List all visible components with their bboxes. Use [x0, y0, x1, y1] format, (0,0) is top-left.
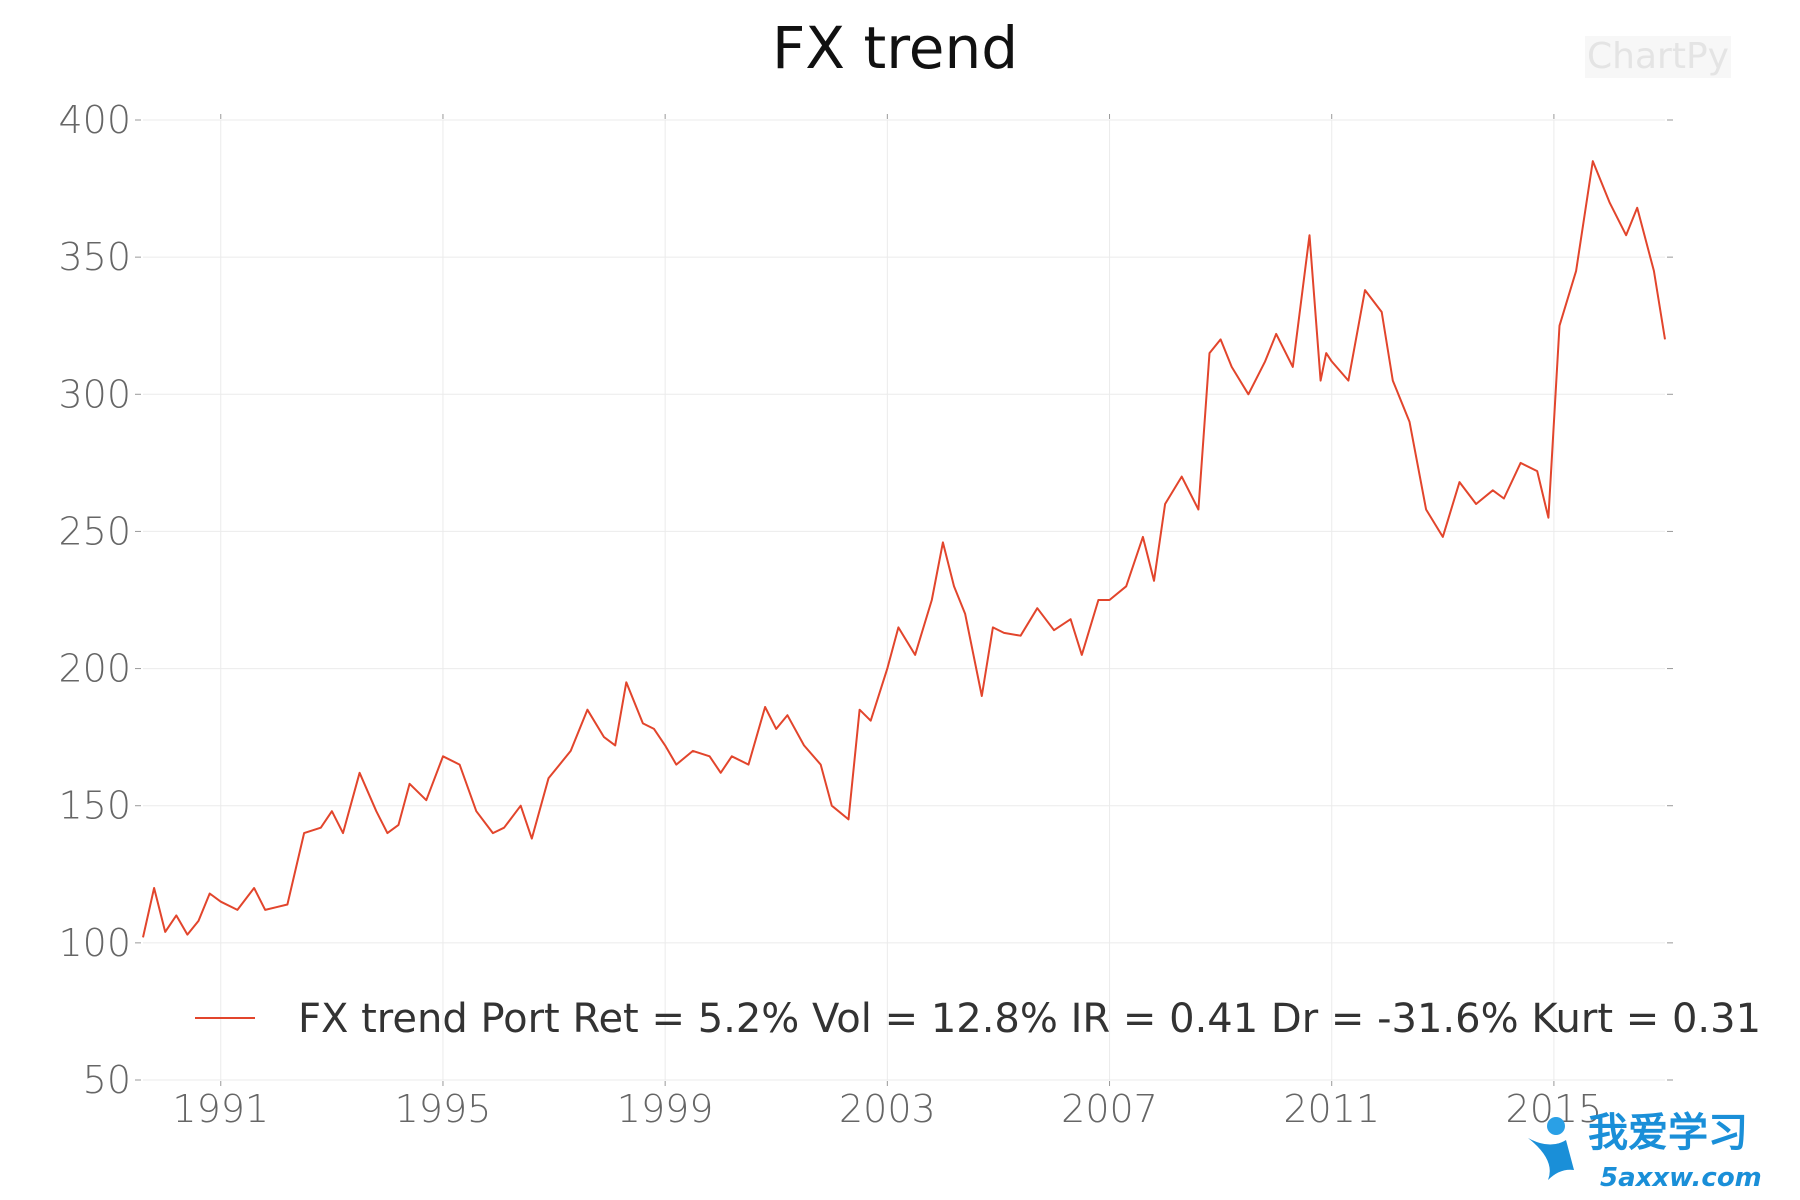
- grid: [143, 119, 1665, 1081]
- brand-sub-text: 5axxw.com: [1600, 1163, 1762, 1193]
- brand-logo: 我爱学习 5axxw.com: [1528, 1110, 1762, 1193]
- y-tick-label: 150: [58, 784, 131, 828]
- legend-label: FX trend Port Ret = 5.2% Vol = 12.8% IR …: [298, 996, 1761, 1042]
- axis-ticks: 50 100 150 200 250 300 350 400 1991 1995 1999 2003 2…: [58, 98, 1673, 1131]
- runner-icon: [1528, 1117, 1574, 1180]
- y-tick-label: 50: [83, 1058, 131, 1102]
- y-tick-label: 350: [58, 235, 131, 279]
- watermark-box: [1585, 36, 1731, 78]
- x-tick-label: 2003: [839, 1087, 936, 1131]
- x-tick-label: 1995: [395, 1087, 492, 1131]
- x-tick-label: 1991: [172, 1087, 269, 1131]
- y-tick-label: 100: [58, 921, 131, 965]
- chartpy-watermark: ChartPy: [1587, 36, 1729, 77]
- series-line: [142, 160, 1666, 938]
- y-tick-label: 400: [58, 98, 131, 142]
- x-tick-label: 1999: [617, 1087, 714, 1131]
- series-layer: [142, 160, 1666, 938]
- x-tick-label: 2007: [1061, 1087, 1158, 1131]
- y-tick-label: 250: [58, 509, 131, 553]
- chart-title: FX trend: [772, 14, 1018, 82]
- y-tick-label: 300: [58, 372, 131, 416]
- x-tick-label: 2011: [1283, 1087, 1380, 1131]
- y-tick-label: 200: [58, 647, 131, 691]
- brand-main-text: 我爱学习: [1588, 1110, 1748, 1156]
